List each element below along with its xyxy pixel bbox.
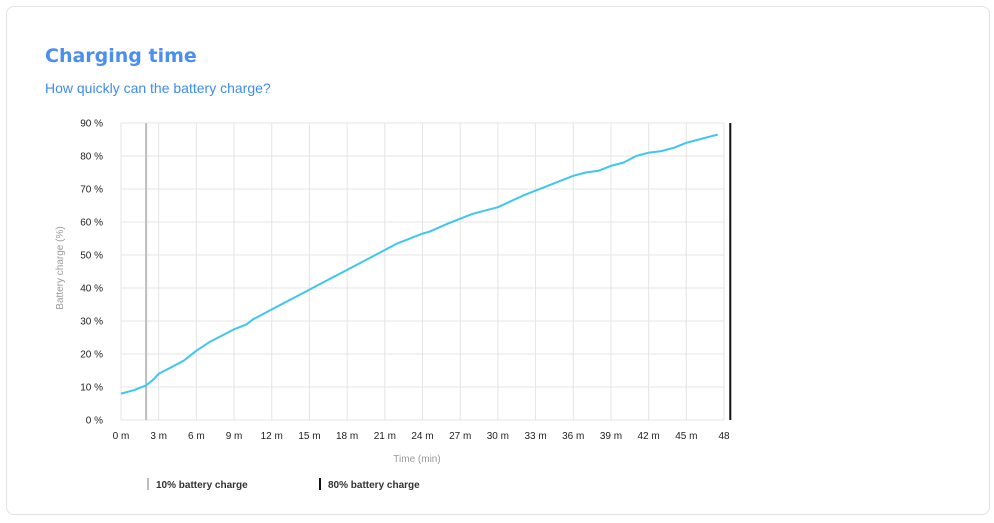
y-tick-label: 0 % [86,416,103,427]
legend: 10% battery charge 80% battery charge [147,478,420,491]
x-tick-label: 0 m [113,431,130,442]
y-tick-label: 10 % [80,383,103,394]
x-tick-label: 36 m [562,431,584,442]
series-line-battery-charge [120,133,718,395]
x-tick-label: 45 m [675,431,697,442]
legend-label: 80% battery charge [328,480,420,491]
y-tick-label: 30 % [80,317,103,328]
x-tick-label: 42 m [638,431,660,442]
legend-label: 10% battery charge [156,480,248,491]
x-tick-label: 39 m [600,431,622,442]
grid-lines [120,122,725,421]
y-tick-label: 20 % [80,350,103,361]
y-tick-label: 50 % [80,251,103,262]
x-axis-title: Time (min) [393,454,440,465]
x-tick-label: 24 m [411,431,433,442]
x-axis-ticks: 0 m 3 m 6 m 9 m 12 m 15 m 18 m 21 m 24 m 27 m 30 m… [113,431,730,442]
legend-item-80: 80% battery charge [319,478,420,491]
y-axis-ticks: 0 % 10 % 20 % 30 % 40 % 50 % 60 % 70 % 80 % 90 % [80,119,103,427]
x-tick-label: 15 m [298,431,320,442]
x-tick-label: 6 m [188,431,205,442]
y-axis-title: Battery charge (%) [55,226,66,309]
y-tick-label: 70 % [80,185,103,196]
chart-subtitle: How quickly can the battery charge? [45,80,271,96]
x-tick-label: 33 m [524,431,546,442]
x-tick-label: 30 m [487,431,509,442]
y-tick-label: 80 % [80,152,103,163]
y-tick-label: 90 % [80,119,103,130]
y-tick-label: 60 % [80,218,103,229]
x-tick-label: 21 m [374,431,396,442]
y-tick-label: 40 % [80,284,103,295]
x-tick-label: 9 m [226,431,243,442]
x-tick-label: 3 m [150,431,167,442]
x-tick-label: 27 m [449,431,471,442]
legend-item-10: 10% battery charge [147,478,248,491]
x-tick-label: 18 m [336,431,358,442]
x-tick-label: 48 [718,431,730,442]
x-tick-label: 12 m [261,431,283,442]
chart-title: Charging time [45,45,197,67]
marker-lines [145,123,732,420]
